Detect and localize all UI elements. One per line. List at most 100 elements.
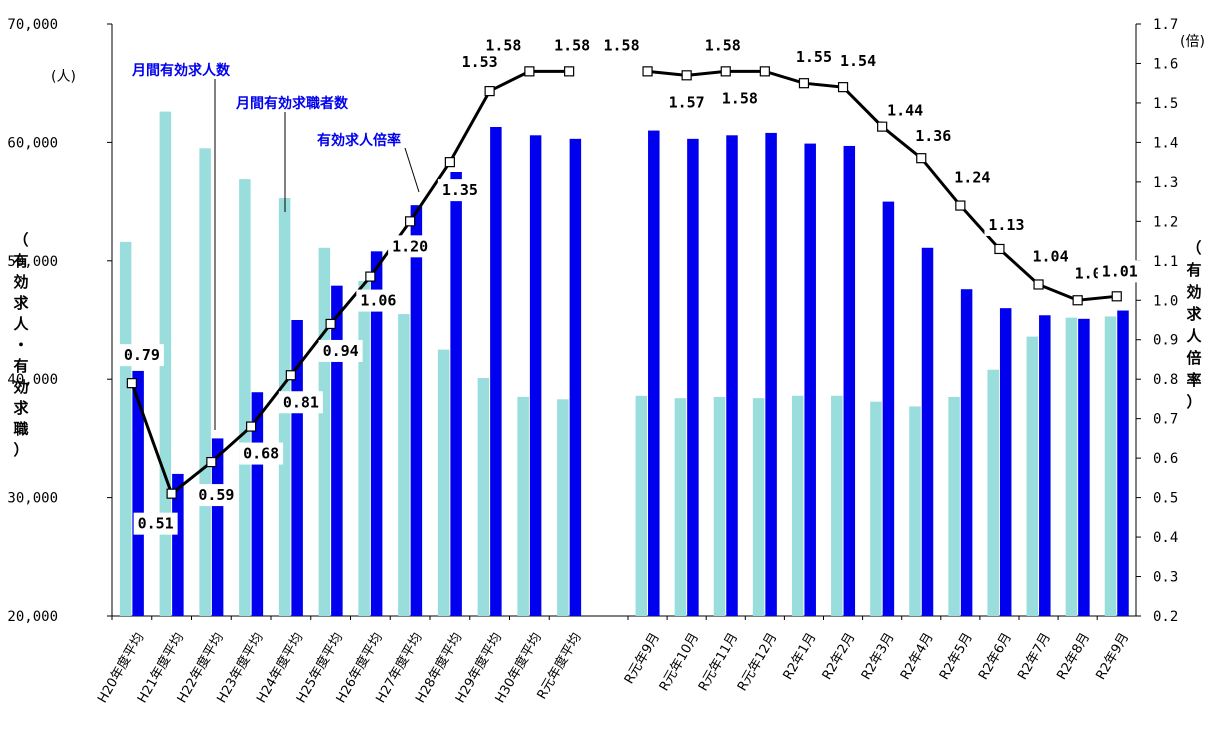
right-tick-label: 1.3 (1153, 175, 1178, 191)
x-tick-label: R元年12月 (735, 631, 780, 694)
ratio-point (877, 121, 888, 132)
right-tick-label: 0.7 (1153, 412, 1178, 428)
bar-openings (318, 247, 331, 616)
ratio-label-bg (883, 99, 928, 122)
x-tick-label: R2年5月 (937, 631, 976, 683)
ratio-data-label: 1.44 (887, 102, 923, 120)
right-tick-label: 0.2 (1153, 609, 1178, 625)
ratio-line (130, 69, 570, 497)
bar-seekers (765, 132, 777, 617)
right-tick-label: 1.7 (1153, 17, 1178, 33)
legend-label-seekers: 月間有効求職者数 (235, 95, 349, 112)
bar-openings (831, 395, 843, 616)
right-tick-label: 0.3 (1153, 570, 1178, 586)
bar-openings (159, 111, 172, 616)
ratio-data-label: 1.57 (669, 93, 705, 111)
bar-openings (398, 314, 410, 616)
left-axis-title-char: ） (13, 441, 28, 459)
x-tick-label: R2年1月 (781, 631, 820, 683)
bar-openings (477, 378, 490, 616)
ratio-point (365, 271, 376, 282)
bar-seekers (1117, 310, 1129, 616)
ratio-data-label: 1.13 (988, 216, 1024, 234)
ratio-data-label: 0.94 (323, 342, 359, 360)
bar-seekers (172, 473, 184, 616)
right-tick-label: 0.9 (1153, 333, 1178, 349)
callout-leader-ratio (404, 147, 420, 193)
ratio-label-bg (717, 87, 762, 110)
bar-openings (1065, 317, 1078, 616)
ratio-label-bg (664, 91, 709, 114)
left-axis-title-char: 人 (13, 315, 29, 333)
ratio-data-label: 1.58 (603, 36, 639, 54)
ratio-point (955, 200, 966, 211)
bar-seekers (726, 135, 738, 616)
ratio-label-bg (836, 50, 881, 73)
ratio-point (246, 421, 257, 432)
ratio-point (798, 78, 810, 89)
ratio-data-label: 1.54 (840, 52, 876, 70)
right-tick-label: 1.6 (1153, 56, 1178, 72)
left-axis-title-char: （ (13, 231, 28, 249)
right-tick-label: 0.8 (1153, 372, 1178, 388)
ratio-point (681, 70, 692, 81)
ratio-line-layer (126, 66, 1122, 499)
ratio-point (484, 85, 495, 97)
ratio-point (206, 456, 217, 468)
bar-seekers (251, 392, 264, 616)
ratio-label-bg (550, 34, 595, 57)
ratio-label-bg (194, 484, 239, 507)
left-tick-label: 30,000 (7, 491, 58, 507)
ratio-label-bg (437, 179, 482, 202)
right-axis-unit: (倍) (1180, 34, 1205, 50)
x-tick-label: R2年8月 (1054, 631, 1093, 683)
bar-openings (870, 401, 882, 616)
ratio-label-bg (388, 235, 433, 258)
ratio-point (642, 66, 653, 77)
left-tick-label: 50,000 (7, 254, 58, 270)
ratio-data-label: 0.51 (138, 515, 174, 533)
bar-openings (1026, 336, 1039, 616)
ratio-data-label: 0.79 (124, 346, 160, 364)
ratio-data-label: 0.81 (283, 393, 319, 411)
right-tick-label: 1.5 (1153, 96, 1178, 112)
bar-seekers (529, 135, 542, 616)
ratio-label-bg (984, 213, 1029, 236)
bar-seekers (132, 370, 144, 616)
bar-seekers (960, 289, 973, 616)
bar-seekers (1078, 318, 1090, 616)
bar-seekers (999, 308, 1012, 616)
right-axis-title-char: 率 (1186, 371, 1201, 389)
bar-seekers (490, 127, 502, 617)
x-tick-label: R2年7月 (1015, 631, 1054, 683)
bar-openings (358, 280, 370, 616)
left-axis-title-char: ・ (13, 336, 28, 354)
ratio-point (564, 66, 575, 77)
bar-openings (674, 398, 687, 616)
right-tick-label: 1.2 (1153, 214, 1178, 230)
left-axis-title-char: 有 (13, 252, 28, 270)
ratio-point (916, 153, 927, 164)
right-axis-title-char: 人 (1186, 327, 1202, 345)
ratio-label-bg (481, 34, 526, 57)
bar-openings (239, 179, 251, 616)
ratio-label-bg (457, 51, 502, 74)
bar-seekers (648, 130, 660, 616)
ratio-data-label: 1.01 (1102, 262, 1138, 280)
ratio-label-bg (318, 339, 363, 362)
x-tick-label: R元年11月 (696, 631, 741, 694)
ratio-point (524, 66, 535, 77)
ratio-data-label: 1.35 (442, 181, 478, 199)
bar-openings (948, 396, 960, 616)
right-axis-title-char: 有 (1186, 261, 1201, 279)
ratio-label-bg (791, 46, 836, 69)
left-axis-title-char: 求 (13, 399, 29, 417)
left-axis-title-char: 有 (13, 357, 28, 375)
bar-openings (752, 398, 765, 616)
ratio-point (126, 378, 137, 389)
ratio-data-label: 1.58 (554, 36, 590, 54)
bar-openings (199, 148, 211, 616)
bar-openings (635, 395, 648, 616)
x-tick-label: R2年4月 (898, 631, 937, 683)
right-tick-label: 1.0 (1153, 293, 1178, 309)
